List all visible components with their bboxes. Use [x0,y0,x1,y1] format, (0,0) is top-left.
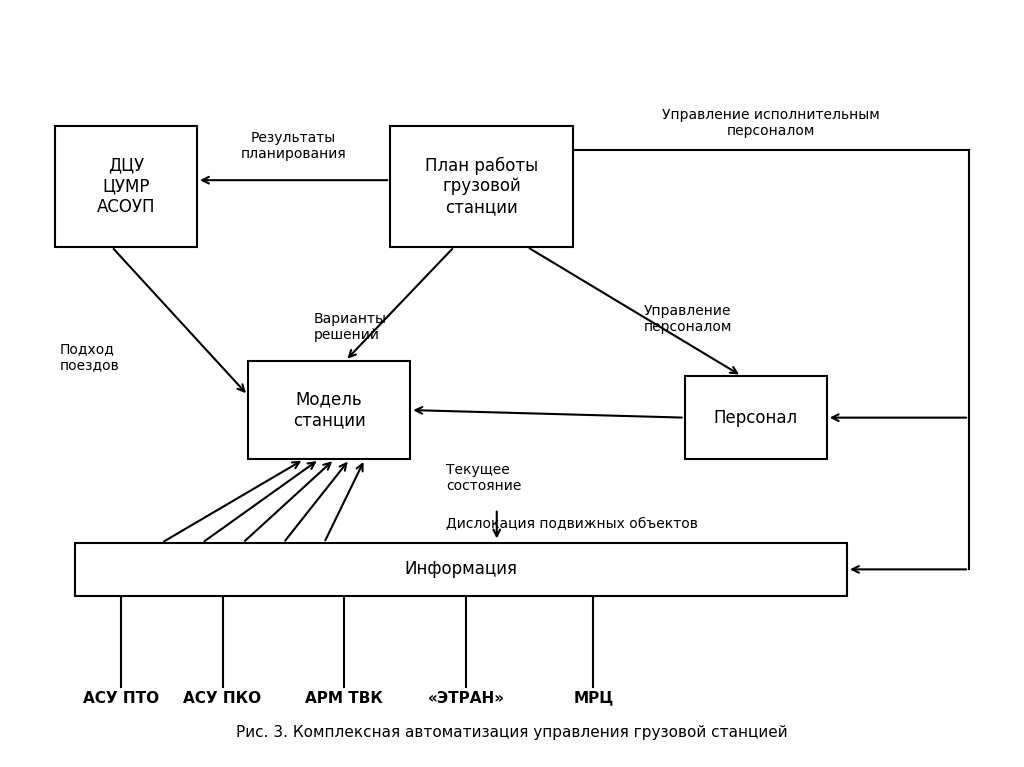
FancyBboxPatch shape [248,360,411,459]
Text: Текущее
состояние: Текущее состояние [446,463,521,493]
Text: АРМ ТВК: АРМ ТВК [305,691,383,706]
Text: Информация: Информация [404,561,518,578]
Text: Результаты
планирования: Результаты планирования [241,131,346,161]
Text: Подход
поездов: Подход поездов [60,342,120,372]
Text: «ЭТРАН»: «ЭТРАН» [428,691,505,706]
Text: План работы
грузовой
станции: План работы грузовой станции [425,156,539,216]
Text: Дислокация подвижных объектов: Дислокация подвижных объектов [446,517,698,531]
Text: Персонал: Персонал [714,409,798,426]
FancyBboxPatch shape [55,126,198,247]
Text: Управление
персоналом: Управление персоналом [644,304,732,334]
FancyBboxPatch shape [75,543,847,596]
Text: АСУ ПКО: АСУ ПКО [183,691,261,706]
FancyBboxPatch shape [685,376,826,459]
Text: ДЦУ
ЦУМР
АСОУП: ДЦУ ЦУМР АСОУП [97,156,156,216]
Text: Рис. 3. Комплексная автоматизация управления грузовой станцией: Рис. 3. Комплексная автоматизация управл… [237,725,787,740]
Text: Управление исполнительным
персоналом: Управление исполнительным персоналом [663,108,880,139]
Text: Модель
станции: Модель станции [293,390,366,430]
Text: Варианты
решений: Варианты решений [314,311,387,342]
Text: АСУ ПТО: АСУ ПТО [83,691,159,706]
Text: МРЦ: МРЦ [573,691,613,706]
FancyBboxPatch shape [390,126,573,247]
